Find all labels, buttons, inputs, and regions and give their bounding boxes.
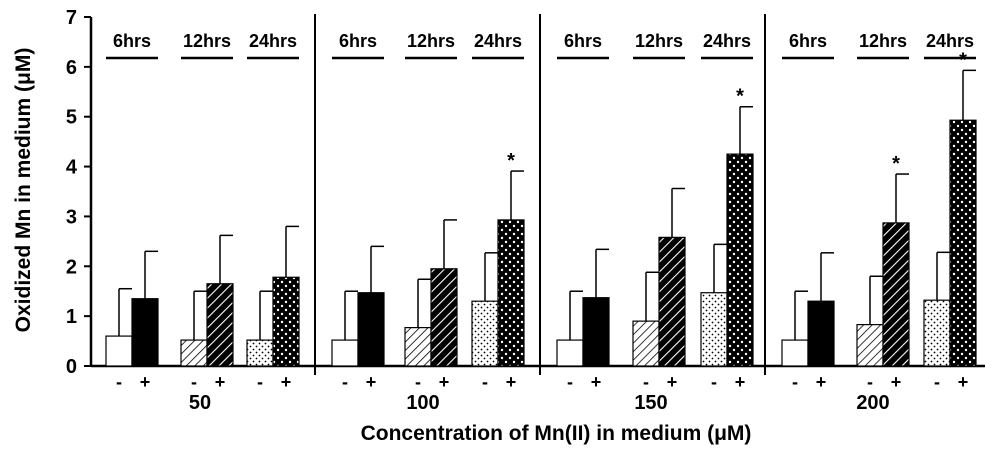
time-label-6hrs: 6hrs [113,31,151,51]
treatment-label: - [643,372,649,392]
time-label-24hrs: 24hrs [926,31,974,51]
time-label-12hrs: 12hrs [859,31,907,51]
treatment-label: + [215,372,226,392]
treatment-label: + [816,372,827,392]
treatment-label: - [116,372,122,392]
treatment-label: - [711,372,717,392]
significance-marker: * [736,86,744,108]
bar-50-6hrs-minus [105,335,133,367]
bar-100-12hrs-minus [404,327,432,367]
treatment-label: - [934,372,940,392]
bar-50-24hrs-minus [246,339,274,367]
bar-200-6hrs-plus [807,300,835,367]
concentration-label: 200 [856,392,889,414]
time-label-12hrs: 12hrs [635,31,683,51]
concentration-label: 150 [634,392,667,414]
bar-150-24hrs-plus [726,153,754,367]
treatment-label: - [792,372,798,392]
treatment-label: + [735,372,746,392]
bar-200-24hrs-minus [923,299,951,367]
y-tick-label: 5 [66,107,77,129]
treatment-label: + [958,372,969,392]
y-tick-label: 1 [66,306,77,328]
treatment-label: + [891,372,902,392]
treatment-label: - [257,372,263,392]
y-tick-label: 3 [66,206,77,228]
treatment-label: - [867,372,873,392]
bar-50-12hrs-plus [206,283,234,367]
bar-200-12hrs-plus [882,222,910,367]
concentration-label: 50 [189,392,211,414]
time-label-12hrs: 12hrs [407,31,455,51]
bar-150-12hrs-plus [658,236,686,367]
time-label-6hrs: 6hrs [564,31,602,51]
bar-50-24hrs-plus [272,276,300,367]
y-tick-label: 0 [66,356,77,378]
bar-150-6hrs-minus [556,339,584,367]
time-label-24hrs: 24hrs [249,31,297,51]
bar-100-6hrs-plus [357,292,385,367]
significance-marker: * [959,49,967,71]
treatment-label: + [591,372,602,392]
bar-150-24hrs-minus [700,292,728,367]
treatment-label: - [342,372,348,392]
y-tick-label: 4 [66,157,78,179]
y-tick-label: 6 [66,57,77,79]
significance-marker: * [892,153,900,175]
significance-marker: * [507,150,515,172]
treatment-label: + [140,372,151,392]
treatment-label: - [191,372,197,392]
y-tick-label: 7 [66,7,77,29]
bar-200-24hrs-plus [949,119,977,367]
time-label-24hrs: 24hrs [474,31,522,51]
bar-100-24hrs-plus [497,219,525,367]
treatment-label: + [667,372,678,392]
treatment-label: + [506,372,517,392]
treatment-label: + [439,372,450,392]
bar-150-12hrs-minus [632,320,660,367]
treatment-label: - [415,372,421,392]
bar-100-24hrs-minus [471,300,499,367]
time-label-12hrs: 12hrs [183,31,231,51]
bar-200-6hrs-minus [781,339,809,367]
bar-100-12hrs-plus [430,268,458,367]
treatment-label: + [281,372,292,392]
time-label-24hrs: 24hrs [703,31,751,51]
time-label-6hrs: 6hrs [789,31,827,51]
bar-100-6hrs-minus [331,339,359,367]
bar-50-12hrs-minus [180,339,208,367]
treatment-label: + [366,372,377,392]
y-tick-label: 2 [66,256,77,278]
bar-150-6hrs-plus [582,297,610,367]
bar-50-6hrs-plus [131,298,159,367]
time-label-6hrs: 6hrs [339,31,377,51]
x-axis-label: Concentration of Mn(II) in medium (μM) [361,422,752,445]
bar-200-12hrs-minus [856,324,884,367]
treatment-label: - [567,372,573,392]
concentration-label: 100 [406,392,439,414]
treatment-label: - [482,372,488,392]
y-axis-label: Oxidized Mn in medium (μM) [12,48,35,333]
